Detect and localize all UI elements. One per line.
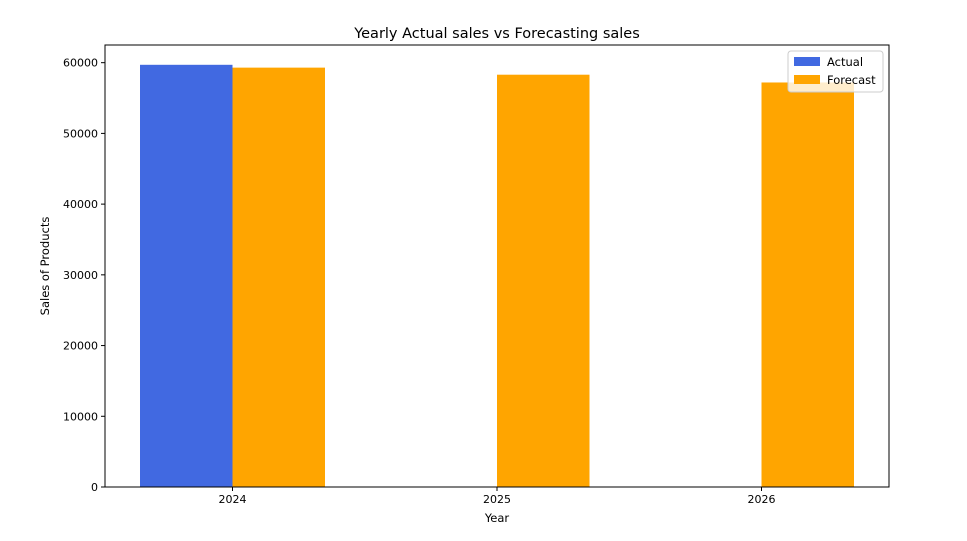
bars-group [140,64,854,488]
chart-title: Yearly Actual sales vs Forecasting sales [353,26,640,42]
y-tick-label: 30000 [63,269,98,282]
bar-actual-2024 [140,64,233,487]
bar-forecast-2024 [232,67,325,487]
legend-label-forecast: Forecast [827,73,876,87]
legend-swatch-actual [794,57,820,66]
y-tick-label: 0 [91,481,98,494]
y-tick-label: 20000 [63,340,98,353]
x-tick-label: 2024 [219,493,247,506]
legend: Actual Forecast [787,50,884,93]
y-tick-label: 50000 [63,127,98,140]
y-axis-label: Sales of Products [38,217,52,316]
x-axis: 2024 2025 2026 [219,487,776,506]
bar-forecast-2026 [761,82,854,487]
y-tick-label: 40000 [63,198,98,211]
bar-forecast-2025 [497,74,590,488]
x-tick-label: 2026 [748,493,776,506]
legend-label-actual: Actual [827,55,863,69]
x-axis-label: Year [484,511,510,525]
y-axis: 0 10000 20000 30000 40000 50000 60000 [63,57,105,494]
x-tick-label: 2025 [483,493,511,506]
y-tick-label: 10000 [63,410,98,423]
y-tick-label: 60000 [63,57,98,70]
legend-swatch-forecast [794,75,820,84]
